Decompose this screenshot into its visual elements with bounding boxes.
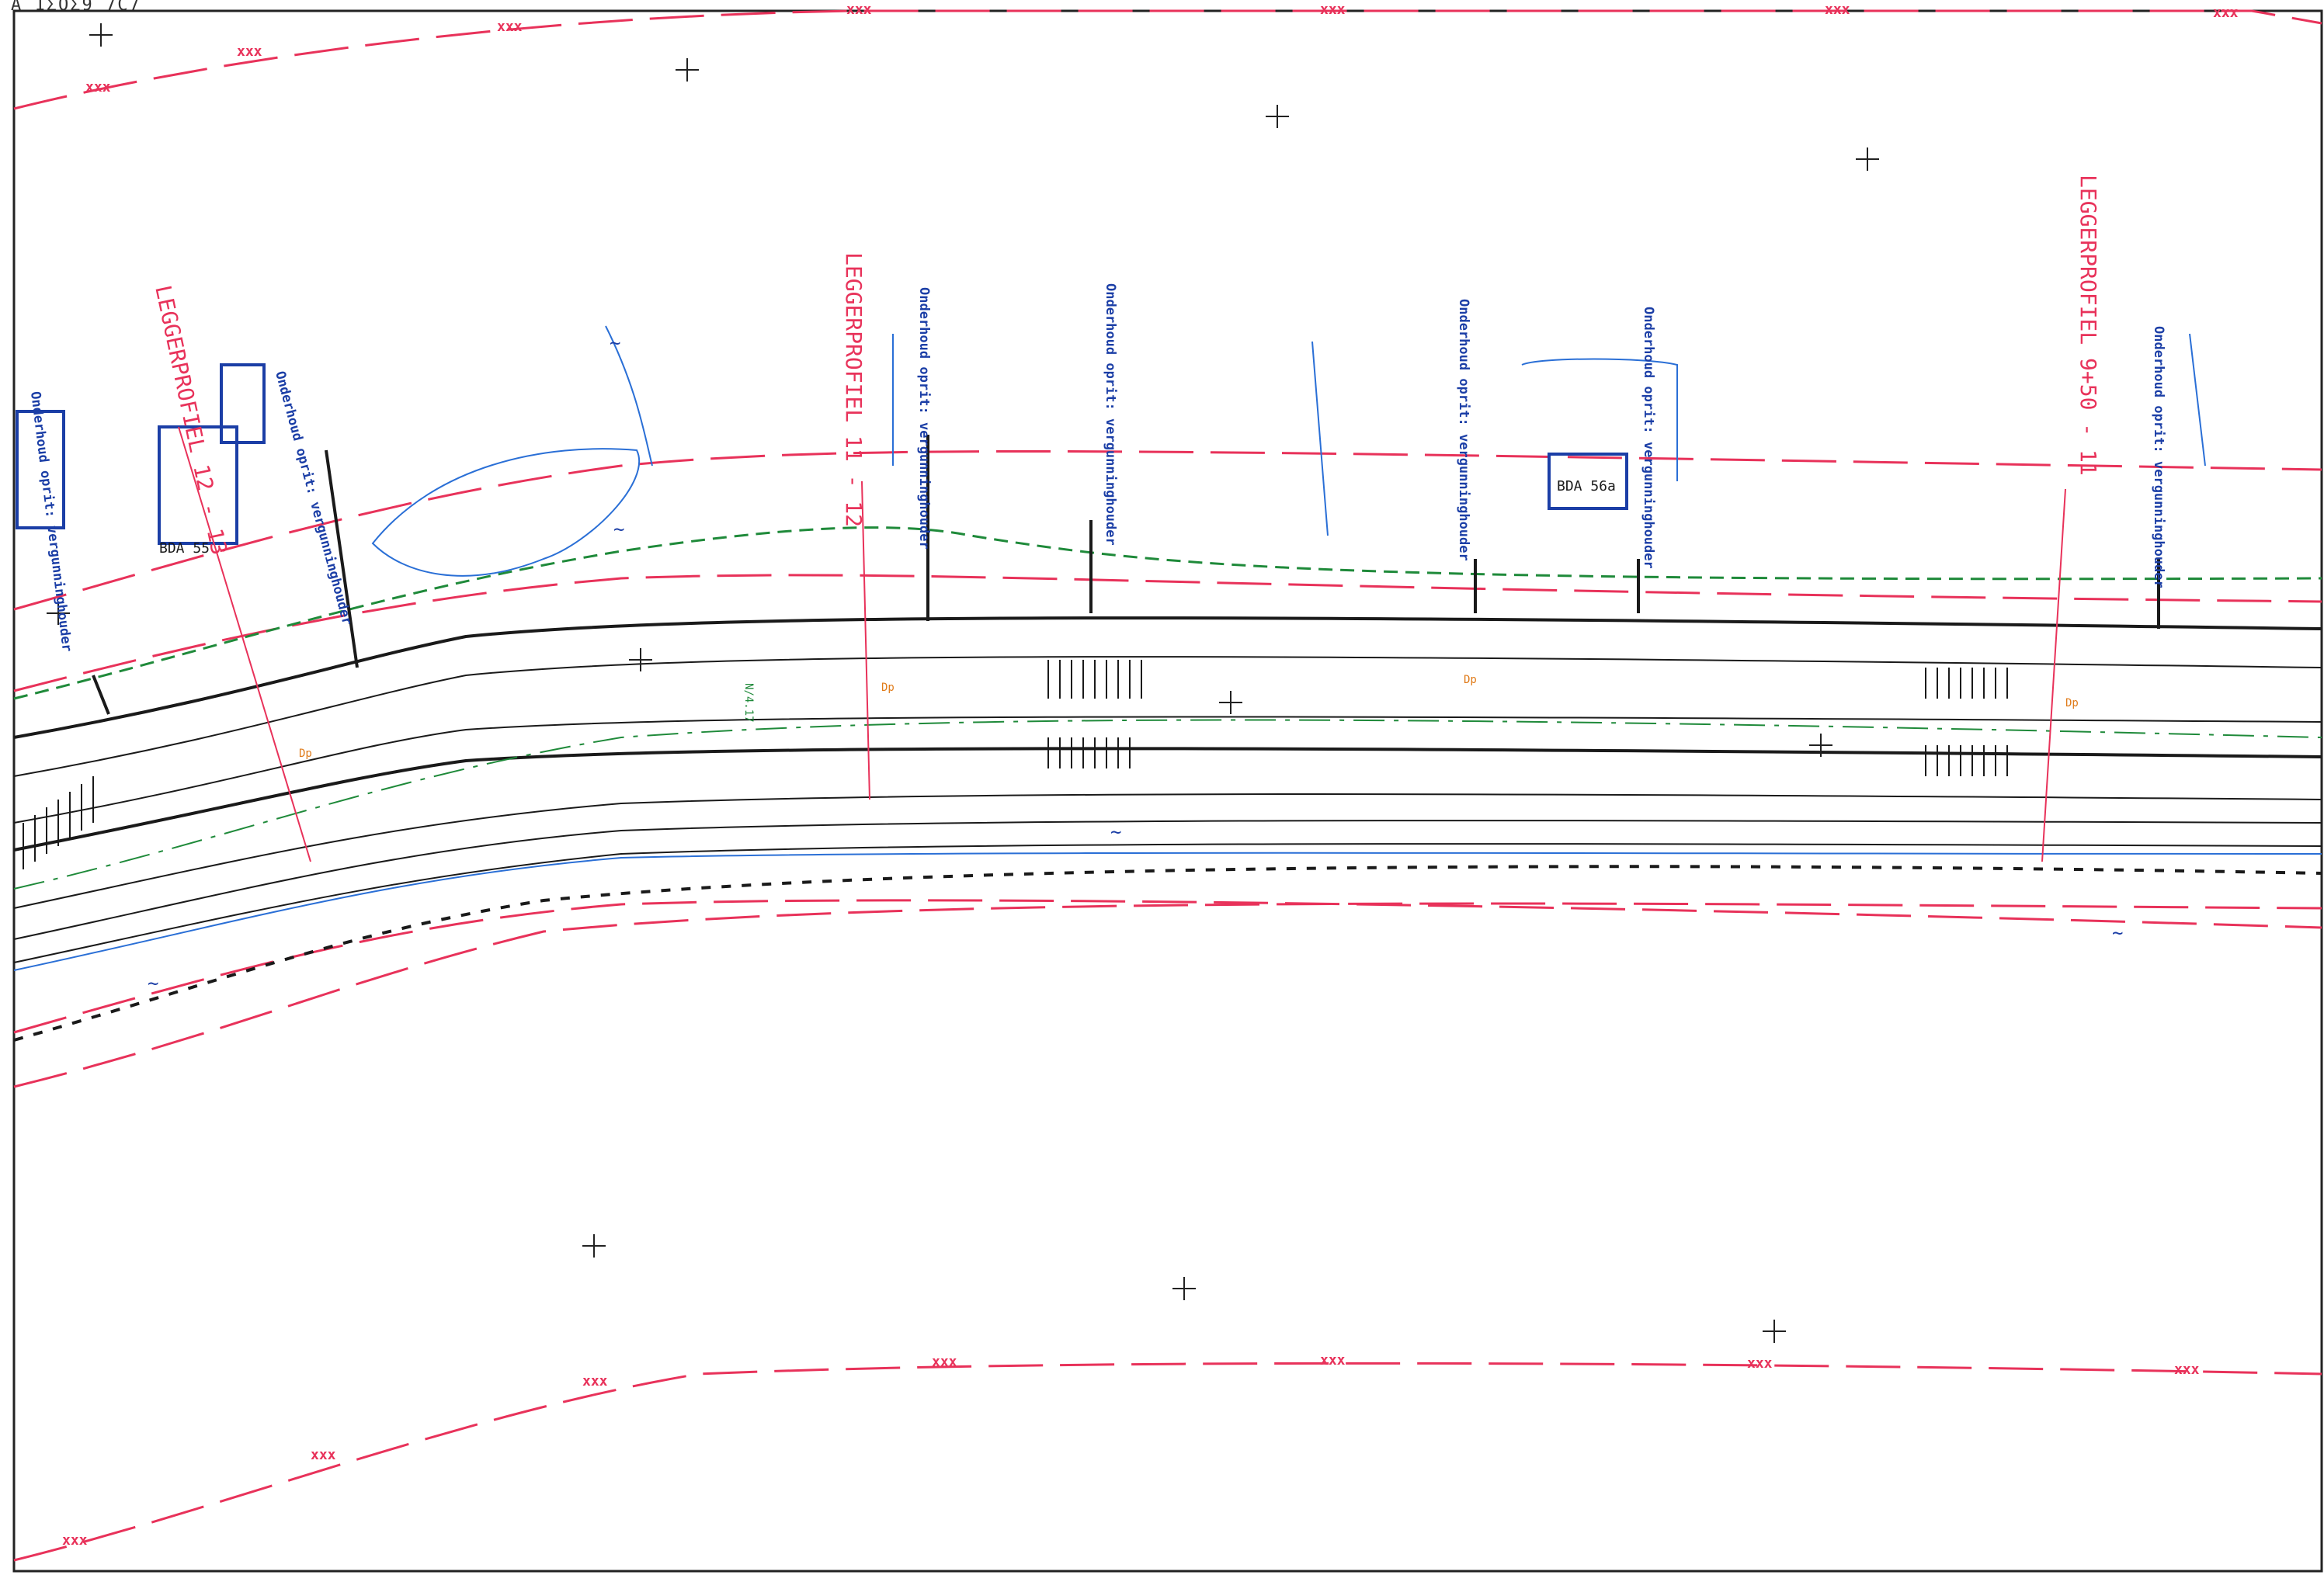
driveway-2 [325, 449, 359, 668]
road-edge-south-3 [13, 820, 2322, 940]
survey-cross-10 [1172, 1277, 1196, 1300]
hatch-4 [1925, 745, 2008, 776]
hatch-marks [23, 660, 2008, 869]
building-bda56a-label: BDA 56a [1557, 478, 1616, 494]
fence-marker-2: xxx [237, 43, 262, 60]
fence-marker-10: xxx [582, 1373, 608, 1389]
fence-marker-11: xxx [932, 1354, 957, 1370]
survey-cross-8 [1809, 734, 1832, 757]
maintenance-label-2: Onderhoud oprit: vergunninghouder [272, 369, 355, 626]
hatch-5 [23, 776, 94, 869]
buildings-outlines [16, 363, 1628, 545]
water-ditch-5 [2189, 333, 2206, 467]
survey-cross-7 [1219, 691, 1242, 714]
building-left-block [158, 425, 238, 545]
survey-cross-9 [582, 1234, 606, 1258]
road-edge-south [13, 747, 2322, 852]
driveway-1 [92, 675, 110, 715]
fence-marker-7: xxx [2213, 5, 2239, 21]
water-symbol-2: ~ [613, 519, 624, 540]
maintenance-label-3: Onderhoud oprit: vergunninghouder [916, 287, 932, 550]
fence-marker-13: xxx [1747, 1355, 1773, 1372]
drawing-frame [12, 9, 2323, 1573]
water-ditch-4 [1521, 358, 1678, 481]
road-edge-south-4 [13, 843, 2322, 963]
water-symbol-1: ~ [610, 332, 620, 354]
water-symbol-3: ~ [1110, 821, 1121, 843]
fence-south-1 [13, 899, 2322, 1034]
building-left-shed [16, 410, 65, 529]
water-lines [13, 325, 2322, 971]
fence-marker-6: xxx [1825, 2, 1850, 18]
fence-marker-4: xxx [846, 2, 872, 18]
fence-lines [13, 9, 2322, 1562]
hatch-2 [1047, 737, 1131, 768]
fence-top-far [13, 9, 2322, 110]
water-ditch-1 [605, 325, 653, 467]
building-bda55-label: BDA 55 [159, 540, 210, 557]
profile-right-label: LEGGERPROFIEL 9+50 - 11 [2076, 175, 2101, 476]
verge-north-line [13, 526, 2322, 700]
road-edge-south-2 [13, 793, 2322, 909]
fence-marker-3: xxx [497, 19, 523, 35]
profile-left-line [178, 426, 311, 862]
profile-middle-label: LEGGERPROFIEL 11 - 12 [841, 252, 867, 527]
hydrant-label-4: Dp [299, 748, 312, 760]
fence-bottom-far [13, 1362, 2322, 1562]
fence-marker-9: xxx [311, 1447, 336, 1463]
maintenance-label-4: Onderhoud oprit: vergunninghouder [1103, 283, 1118, 546]
fence-north-2 [13, 574, 2322, 692]
driveways [92, 435, 2160, 715]
fence-marker-12: xxx [1320, 1352, 1346, 1369]
fence-south-2 [13, 902, 2322, 1088]
fence-marker-8: xxx [62, 1532, 88, 1549]
road-edge-inner-2 [13, 716, 2322, 824]
building-left-annex [220, 363, 266, 444]
building-bda56a-box [1548, 453, 1628, 510]
hatch-3 [1925, 668, 2008, 699]
fence-marker-1: xxx [85, 79, 111, 95]
hydrant-label-3: Dp [2065, 697, 2079, 709]
maintenance-label-7: Onderhoud oprit: vergunninghouder [2151, 326, 2166, 588]
survey-cross-1 [89, 23, 113, 47]
water-symbol-4: ~ [2112, 922, 2123, 944]
survey-cross-3 [1266, 105, 1289, 128]
survey-cross-5 [47, 602, 70, 625]
verge-south-line [13, 865, 2322, 1042]
fence-marker-5: xxx [1320, 2, 1346, 18]
hatch-1 [1047, 660, 1142, 699]
hydrant-label-2: Dp [1464, 674, 1477, 686]
profile-right-line [2041, 488, 2066, 862]
water-south [13, 852, 2322, 971]
water-ditch-3 [1311, 341, 1329, 536]
road-centerline [13, 719, 2322, 890]
hydrant-label-1: Dp [881, 682, 895, 694]
maintenance-labels: Onderhoud oprit: vergunninghouder Onderh… [27, 283, 2166, 653]
fence-marker-texts: xxx xxx xxx xxx xxx xxx xxx xxx xxx xxx … [62, 2, 2239, 1549]
maintenance-label-5: Onderhoud oprit: vergunninghouder [1456, 299, 1471, 561]
road-edge-north [13, 616, 2322, 739]
road-edge-inner-1 [13, 656, 2322, 777]
fence-marker-14: xxx [2174, 1362, 2200, 1378]
survey-cross-11 [1763, 1320, 1786, 1343]
maintenance-label-6: Onderhoud oprit: vergunninghouder [1641, 307, 1656, 569]
profile-middle-line [861, 480, 870, 800]
survey-cross-6 [629, 648, 652, 671]
survey-cross-2 [676, 58, 699, 82]
water-symbol-5: ~ [148, 973, 158, 994]
water-pond [371, 448, 640, 577]
survey-cross-4 [1856, 147, 1879, 171]
km-label: N/4.17 [742, 683, 755, 723]
survey-points [47, 23, 1879, 1343]
road [13, 616, 2322, 963]
profile-lines [178, 426, 2066, 862]
fence-north-1 [13, 450, 2322, 611]
